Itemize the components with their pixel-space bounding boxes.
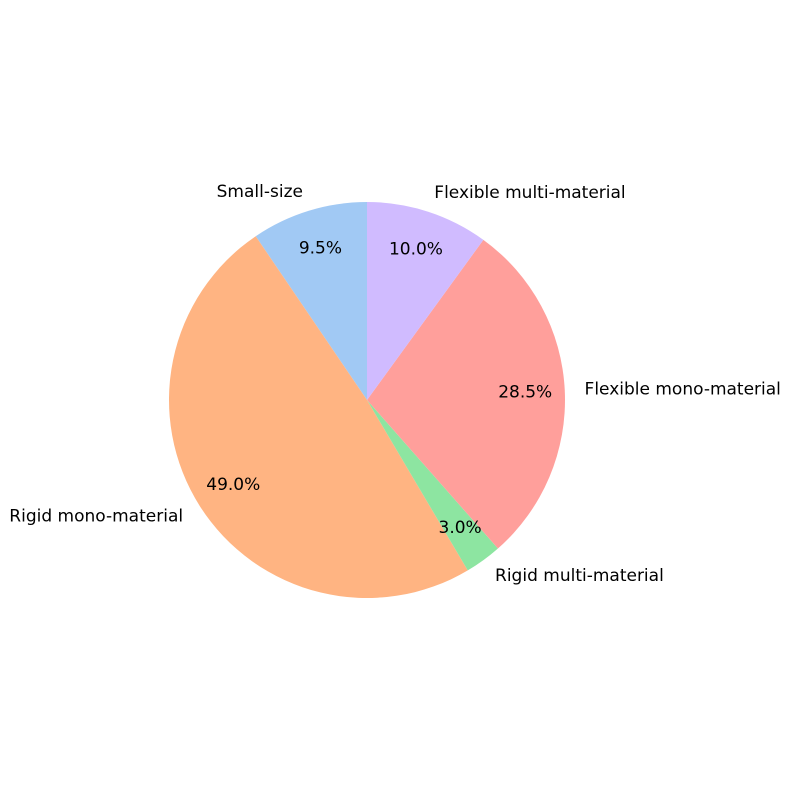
pie-value-label-rigid-multi-material: 3.0% — [439, 518, 482, 538]
pie-slice-flexible-mono-material — [367, 239, 566, 549]
pie-category-label-rigid-mono-material: Rigid mono-material — [9, 507, 183, 527]
pie-category-label-rigid-multi-material: Rigid multi-material — [495, 566, 664, 586]
pie-slice-rigid-mono-material — [168, 236, 468, 599]
pie-slices — [168, 202, 566, 599]
pie-slice-small-size — [255, 202, 367, 400]
pie-slice-rigid-multi-material — [367, 400, 498, 571]
pie-value-label-rigid-mono-material: 49.0% — [206, 475, 260, 495]
pie-value-label-flexible-mono-material: 28.5% — [498, 383, 552, 403]
pie-category-label-small-size: Small-size — [217, 182, 303, 202]
pie-category-label-flexible-mono-material: Flexible mono-material — [585, 380, 781, 400]
pie-labels: 9.5% Small-size 49.0% Rigid mono-material 3.… — [9, 182, 781, 586]
pie-value-label-flexible-multi-material: 10.0% — [389, 239, 443, 259]
pie-value-label-small-size: 9.5% — [299, 239, 342, 259]
pie-category-label-flexible-multi-material: Flexible multi-material — [434, 183, 625, 203]
pie-slice-flexible-multi-material — [367, 202, 484, 400]
